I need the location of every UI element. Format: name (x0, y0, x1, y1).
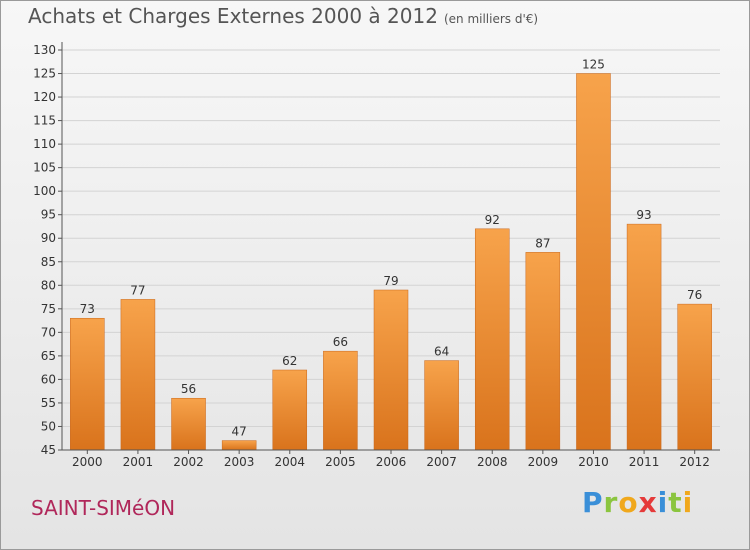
x-tick-label: 2003 (224, 455, 255, 469)
y-tick-label: 50 (41, 419, 56, 433)
data-label: 79 (383, 274, 398, 288)
y-tick-label: 60 (41, 372, 56, 386)
y-tick-label: 100 (33, 184, 56, 198)
bar (120, 299, 156, 451)
data-label: 125 (582, 58, 605, 72)
x-tick-label: 2005 (325, 455, 356, 469)
data-label: 92 (485, 213, 500, 227)
bar (626, 223, 662, 451)
x-tick-label: 2009 (528, 455, 559, 469)
y-tick-label: 85 (41, 255, 56, 269)
bar (424, 360, 459, 451)
y-tick-label: 70 (41, 325, 56, 339)
data-label: 66 (333, 335, 348, 349)
chart-title-text: Achats et Charges Externes 2000 à 2012 (28, 4, 438, 28)
brand-logo: Proxiti (582, 486, 694, 519)
y-tick-label: 45 (41, 443, 56, 457)
x-tick-label: 2001 (123, 455, 154, 469)
bar (576, 73, 611, 451)
x-tick-label: 2000 (72, 455, 103, 469)
data-label: 64 (434, 345, 449, 359)
bar (221, 440, 257, 451)
bars: 73 77 56 47 62 66 79 64 92 87 125 93 76 (70, 58, 712, 451)
y-tick-label: 125 (33, 67, 56, 81)
chart-unit: (en milliers d'€) (443, 12, 539, 26)
x-tick-label: 2012 (679, 455, 710, 469)
bar (70, 317, 105, 451)
axes: 45 50 55 60 65 70 75 80 85 90 95 100 105 110 115 120 125… (33, 42, 720, 469)
place-name: SAINT-SIMéON (31, 496, 176, 520)
bar (272, 369, 308, 451)
data-label: 73 (80, 302, 95, 316)
x-tick-label: 2002 (173, 455, 204, 469)
data-label: 77 (130, 283, 145, 297)
x-tick-label: 2010 (578, 455, 609, 469)
y-tick-label: 130 (33, 43, 56, 57)
y-tick-label: 75 (41, 302, 56, 316)
y-tick-label: 110 (33, 137, 56, 151)
y-tick-label: 95 (41, 208, 56, 222)
data-label: 56 (181, 382, 196, 396)
bar (474, 228, 510, 451)
x-tick-label: 2011 (629, 455, 660, 469)
bar (323, 350, 358, 451)
y-tick-label: 120 (33, 90, 56, 104)
y-tick-label: 115 (33, 114, 56, 128)
bar (373, 289, 409, 451)
data-label: 76 (687, 288, 702, 302)
chart-title: Achats et Charges Externes 2000 à 2012 (e… (28, 4, 538, 28)
data-label: 62 (282, 354, 297, 368)
y-tick-label: 90 (41, 231, 56, 245)
bar (171, 397, 206, 451)
bar (677, 303, 712, 451)
data-label: 47 (232, 425, 247, 439)
x-tick-label: 2007 (426, 455, 457, 469)
y-tick-label: 80 (41, 278, 56, 292)
y-tick-label: 65 (41, 349, 56, 363)
data-label: 87 (535, 236, 550, 250)
x-tick-label: 2004 (274, 455, 305, 469)
x-tick-label: 2006 (376, 455, 407, 469)
y-tick-label: 105 (33, 161, 56, 175)
bar (525, 252, 561, 451)
x-tick-label: 2008 (477, 455, 508, 469)
data-label: 93 (636, 208, 651, 222)
y-tick-label: 55 (41, 396, 56, 410)
